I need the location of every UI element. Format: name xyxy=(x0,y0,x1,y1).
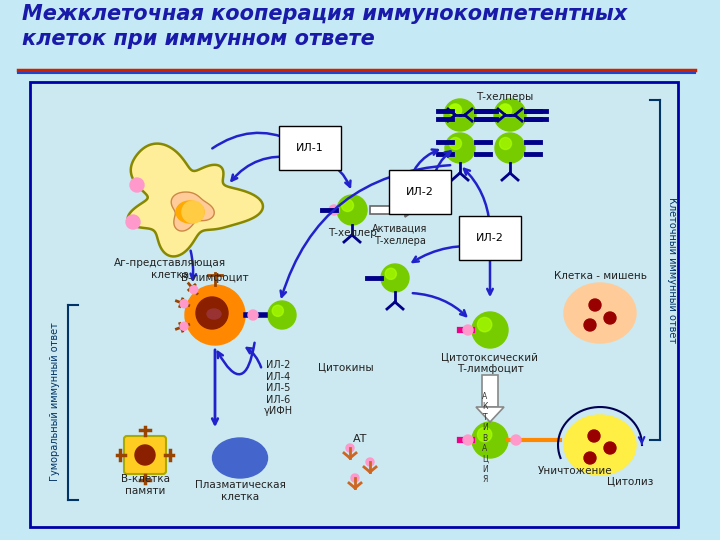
Circle shape xyxy=(180,322,188,330)
Circle shape xyxy=(346,444,354,452)
Circle shape xyxy=(495,133,525,163)
Text: В-лимфоцит: В-лимфоцит xyxy=(181,273,249,283)
Text: ИЛ-1: ИЛ-1 xyxy=(296,143,324,153)
Circle shape xyxy=(385,268,397,279)
Text: Т-хелперы: Т-хелперы xyxy=(477,92,534,102)
Circle shape xyxy=(584,452,596,464)
Circle shape xyxy=(351,474,359,482)
Text: ИЛ-2
ИЛ-4
ИЛ-5
ИЛ-6
γИФН: ИЛ-2 ИЛ-4 ИЛ-5 ИЛ-6 γИФН xyxy=(264,360,292,416)
Text: ИЛ-2: ИЛ-2 xyxy=(476,233,504,243)
Circle shape xyxy=(130,178,144,192)
Circle shape xyxy=(366,458,374,466)
Circle shape xyxy=(445,133,475,163)
Circle shape xyxy=(604,442,616,454)
Circle shape xyxy=(196,297,228,329)
Circle shape xyxy=(182,201,204,223)
Text: А
К
Т
И
В
А
Ц
И
Я: А К Т И В А Ц И Я xyxy=(482,392,488,484)
Circle shape xyxy=(337,195,367,225)
Polygon shape xyxy=(476,407,504,422)
Circle shape xyxy=(185,285,245,345)
Text: Т-хеллер: Т-хеллер xyxy=(328,228,377,238)
Circle shape xyxy=(500,138,511,150)
Text: Цитокины: Цитокины xyxy=(318,362,374,372)
Circle shape xyxy=(445,100,475,130)
Circle shape xyxy=(126,215,140,229)
Polygon shape xyxy=(171,192,215,231)
Circle shape xyxy=(341,199,354,212)
Text: Клеточный иммунный ответ: Клеточный иммунный ответ xyxy=(667,197,677,343)
Ellipse shape xyxy=(564,283,636,343)
Text: Цитолиз: Цитолиз xyxy=(607,476,653,486)
Circle shape xyxy=(449,105,462,117)
Circle shape xyxy=(268,301,296,329)
Text: Активация
Т-хеллера: Активация Т-хеллера xyxy=(372,224,428,246)
Text: Уничтожение: Уничтожение xyxy=(538,466,612,476)
Text: Межклеточная кооперация иммунокомпетентных: Межклеточная кооперация иммунокомпетентн… xyxy=(22,4,627,24)
Ellipse shape xyxy=(176,201,204,223)
Circle shape xyxy=(494,99,526,131)
Circle shape xyxy=(248,310,258,320)
Circle shape xyxy=(180,300,188,308)
Text: ИЛ-2: ИЛ-2 xyxy=(406,187,434,197)
Circle shape xyxy=(135,445,155,465)
Text: Цитотоксический
Т-лимфоцит: Цитотоксический Т-лимфоцит xyxy=(441,352,539,374)
Ellipse shape xyxy=(207,309,221,319)
FancyBboxPatch shape xyxy=(30,82,678,527)
Circle shape xyxy=(463,435,473,445)
Circle shape xyxy=(444,99,476,131)
Circle shape xyxy=(604,312,616,324)
Text: Плазматическая
клетка: Плазматическая клетка xyxy=(194,480,285,502)
FancyArrow shape xyxy=(370,203,415,217)
Ellipse shape xyxy=(212,438,268,478)
Circle shape xyxy=(495,100,525,130)
Text: В-клетка
памяти: В-клетка памяти xyxy=(120,474,169,496)
Circle shape xyxy=(477,427,492,442)
Polygon shape xyxy=(127,144,263,256)
Circle shape xyxy=(584,319,596,331)
Circle shape xyxy=(272,305,284,316)
Circle shape xyxy=(472,422,508,458)
Text: Гуморальный иммунный ответ: Гуморальный иммунный ответ xyxy=(50,322,60,482)
FancyBboxPatch shape xyxy=(482,375,498,407)
Circle shape xyxy=(477,318,492,332)
Circle shape xyxy=(449,104,462,117)
Text: клеток при иммунном ответе: клеток при иммунном ответе xyxy=(22,29,374,49)
Circle shape xyxy=(329,205,339,215)
Circle shape xyxy=(589,299,601,311)
Circle shape xyxy=(381,264,409,292)
Circle shape xyxy=(190,286,198,294)
Ellipse shape xyxy=(564,415,636,475)
Circle shape xyxy=(463,325,473,335)
Circle shape xyxy=(511,435,521,445)
Circle shape xyxy=(472,312,508,348)
Circle shape xyxy=(588,430,600,442)
Text: АТ: АТ xyxy=(353,434,367,444)
Circle shape xyxy=(500,105,511,117)
Circle shape xyxy=(499,104,512,117)
Text: Клетка - мишень: Клетка - мишень xyxy=(554,271,647,281)
Circle shape xyxy=(449,138,462,150)
FancyBboxPatch shape xyxy=(124,436,166,474)
Text: Аг-представляющая
клетка: Аг-представляющая клетка xyxy=(114,258,226,280)
